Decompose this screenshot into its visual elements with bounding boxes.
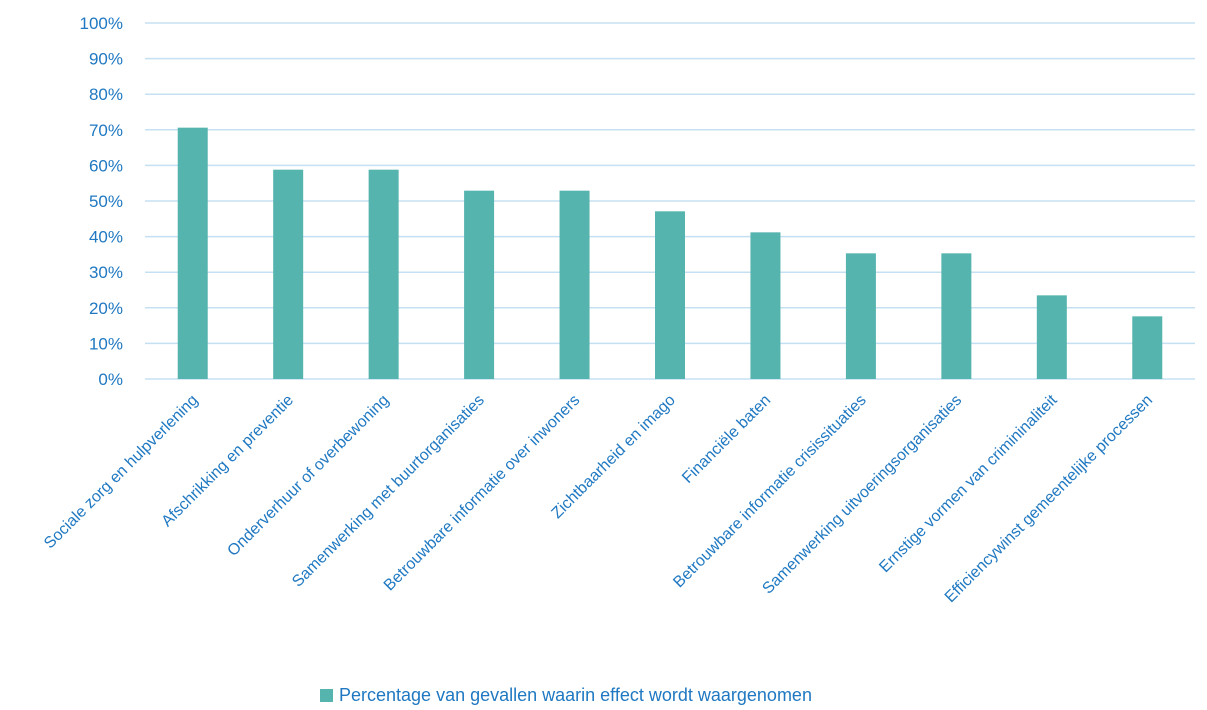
x-category-label: Samenwerking uitvoeringsorganisaties (759, 392, 965, 598)
legend: Percentage van gevallen waarin effect wo… (320, 685, 812, 705)
bar (750, 232, 781, 379)
bar (273, 169, 304, 379)
y-tick-label: 20% (89, 299, 123, 318)
x-category-label: Betrouwbare informatie over inwoners (381, 392, 584, 595)
y-tick-label: 50% (89, 192, 123, 211)
x-category-label: Samenwerking met buurtorganisaties (289, 392, 488, 591)
y-tick-label: 60% (89, 156, 123, 175)
y-tick-label: 90% (89, 50, 123, 69)
bar (655, 211, 685, 379)
y-tick-label: 0% (98, 370, 123, 389)
x-category-label: Efficiencywinst gemeentelijke processen (942, 392, 1156, 606)
x-axis-category-labels: Sociale zorg en hulpverleningAfschrikkin… (41, 391, 1156, 606)
x-category-label: Sociale zorg en hulpverlening (41, 392, 201, 552)
legend-swatch (320, 689, 333, 702)
bar (1132, 316, 1163, 379)
y-tick-label: 80% (89, 85, 123, 104)
x-category-label: Onderverhuur of overbewoning (224, 392, 392, 560)
y-axis-tick-labels: 0% 10% 20% 30% 40% 50% 60% 70% 80% 90% 100% (80, 14, 123, 389)
bars (177, 127, 1163, 379)
legend-label: Percentage van gevallen waarin effect wo… (339, 685, 812, 705)
bar (845, 253, 876, 379)
bar (368, 169, 399, 379)
y-tick-label: 100% (80, 14, 123, 33)
x-category-label: Financiële baten (679, 392, 774, 487)
x-category-label: Betrouwbare informatie crisissituaties (670, 392, 869, 591)
y-tick-label: 10% (89, 334, 123, 353)
bar (559, 190, 590, 379)
y-tick-label: 70% (89, 121, 123, 140)
x-category-label: Ernstige vormen van crimininaliteit (876, 391, 1061, 576)
bar (941, 253, 972, 379)
bar (464, 190, 495, 379)
y-tick-label: 40% (89, 228, 123, 247)
bar (1036, 295, 1067, 379)
y-tick-label: 30% (89, 263, 123, 282)
bar (177, 127, 208, 379)
